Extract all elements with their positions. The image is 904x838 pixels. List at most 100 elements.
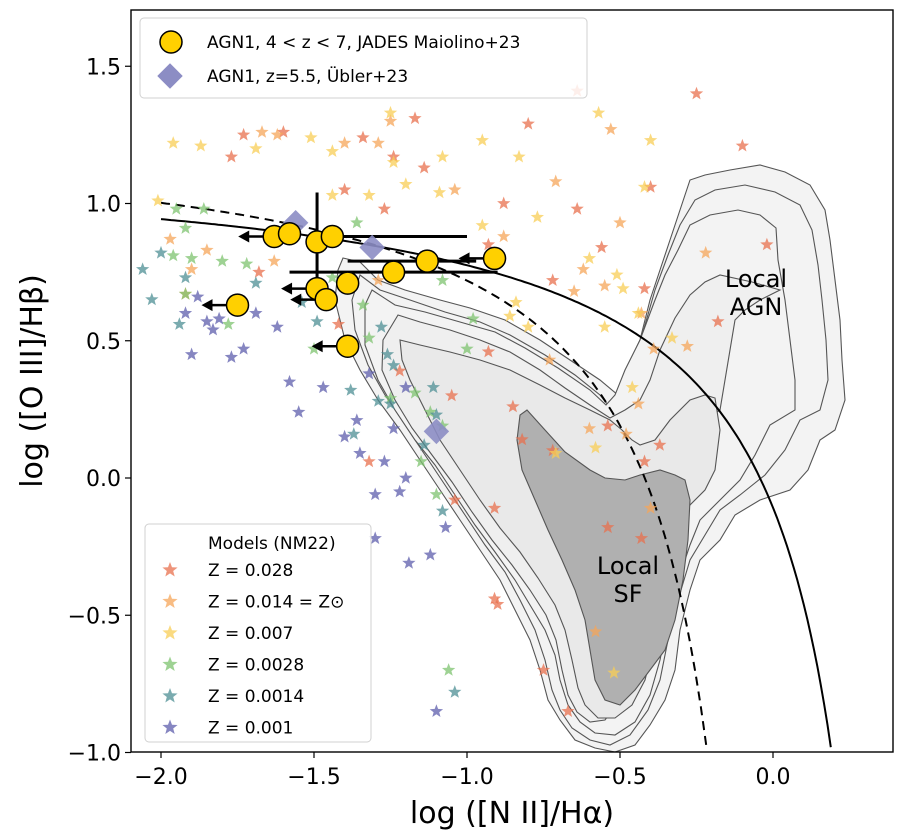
y-tick-label: 0.0 — [86, 467, 121, 492]
legend-star-marker-icon — [162, 688, 178, 703]
model-star-point — [154, 245, 168, 259]
region-label-local-sf-line2: SF — [613, 580, 642, 608]
model-star-point — [307, 342, 321, 355]
model-star-point — [224, 350, 238, 363]
model-star-point — [362, 454, 376, 468]
model-star-point — [610, 267, 624, 281]
y-tick-label: −0.5 — [68, 604, 121, 629]
model-star-point — [267, 254, 281, 267]
model-star-point — [637, 454, 652, 468]
legend-model-label: Z = 0.001 — [208, 719, 293, 739]
upper-limit-arrow-head — [238, 230, 250, 243]
model-star-point — [448, 493, 462, 506]
model-star-point — [224, 149, 238, 163]
model-star-point — [549, 446, 563, 459]
ubler-diamonds — [282, 209, 450, 445]
model-star-point — [356, 298, 370, 311]
model-star-point — [292, 405, 306, 418]
model-star-point — [408, 111, 422, 125]
model-star-point — [576, 262, 590, 275]
model-star-point — [194, 138, 208, 152]
model-star-point — [543, 353, 557, 366]
x-tick-label: −1.0 — [440, 765, 493, 790]
model-star-point — [711, 314, 725, 328]
legend-models-title: Models (NM22) — [208, 534, 336, 554]
model-star-point — [647, 342, 661, 355]
upper-limit-arrow-head — [290, 293, 302, 306]
legend-model-label: Z = 0.028 — [208, 561, 293, 581]
model-star-point — [604, 122, 618, 135]
model-star-point — [475, 133, 489, 146]
model-star-point — [151, 193, 165, 207]
model-star-point — [402, 556, 416, 569]
model-star-point — [601, 418, 615, 432]
model-star-point — [414, 454, 428, 468]
model-star-point — [435, 273, 450, 286]
contour-local-sf-core — [516, 409, 691, 706]
legend-model-label: Z = 0.007 — [208, 624, 293, 644]
model-star-point — [509, 295, 523, 308]
model-star-point — [591, 105, 606, 119]
model-star-point — [362, 331, 376, 344]
model-star-point — [282, 374, 297, 388]
legend-jades-label: AGN1, 4 < z < 7, JADES Maiolino+23 — [207, 33, 520, 53]
y-tick-label: 1.5 — [86, 55, 121, 80]
model-star-point — [637, 281, 652, 295]
model-star-point — [337, 429, 352, 443]
model-star-point — [399, 177, 413, 190]
model-star-point — [178, 270, 193, 284]
axes-frame — [130, 9, 894, 753]
y-tick-label: 1.0 — [86, 193, 121, 218]
model-star-point — [435, 503, 450, 517]
model-star-point — [643, 501, 658, 514]
model-star-point — [191, 289, 205, 303]
model-star-point — [163, 232, 177, 245]
model-star-point — [249, 276, 263, 289]
legend-star-marker-icon — [162, 562, 178, 577]
model-star-point — [184, 347, 199, 361]
jades-agn-point — [335, 334, 360, 358]
model-star-point — [588, 440, 603, 454]
ubler-diamond-point — [423, 418, 450, 445]
model-star-point — [399, 380, 413, 394]
model-star-point — [423, 405, 437, 418]
model-star-point — [653, 438, 667, 451]
model-star-point — [276, 125, 291, 138]
model-star-point — [325, 144, 339, 157]
model-star-point — [634, 531, 649, 545]
model-star-point — [481, 237, 496, 251]
jades-agn-point — [320, 224, 345, 249]
model-star-point — [337, 182, 352, 196]
x-tick-label: −1.5 — [287, 765, 340, 790]
model-star-point — [377, 202, 391, 215]
model-star-point — [570, 202, 584, 215]
model-star-point — [530, 210, 544, 223]
model-star-point — [735, 138, 750, 152]
legend-star-marker-icon — [162, 656, 178, 671]
model-star-point — [619, 427, 633, 440]
model-star-point — [383, 114, 398, 127]
model-star-point — [178, 287, 193, 300]
model-star-point — [353, 446, 367, 459]
model-star-point — [200, 243, 214, 256]
legend-star-marker-icon — [162, 625, 178, 640]
model-star-point — [616, 281, 630, 295]
region-label-local-sf-line1: Local — [597, 552, 659, 580]
jades-agn-point — [482, 246, 507, 271]
model-star-point — [506, 399, 520, 413]
model-star-point — [136, 262, 150, 275]
model-star-point — [255, 125, 269, 138]
legend-model-label: Z = 0.014 = Z⊙ — [208, 593, 344, 613]
model-star-point — [417, 160, 431, 174]
model-star-point — [613, 215, 627, 229]
model-star-point — [442, 663, 456, 676]
model-star-point — [665, 331, 679, 344]
model-star-point — [350, 215, 364, 229]
model-star-point — [310, 314, 324, 328]
model-star-point — [393, 484, 407, 498]
model-star-point — [386, 155, 401, 168]
y-axis-ticks: 1.5 1.0 0.5 0.0 −0.5 −1.0 — [68, 55, 131, 767]
model-star-point — [625, 380, 639, 394]
model-star-point — [252, 265, 266, 278]
